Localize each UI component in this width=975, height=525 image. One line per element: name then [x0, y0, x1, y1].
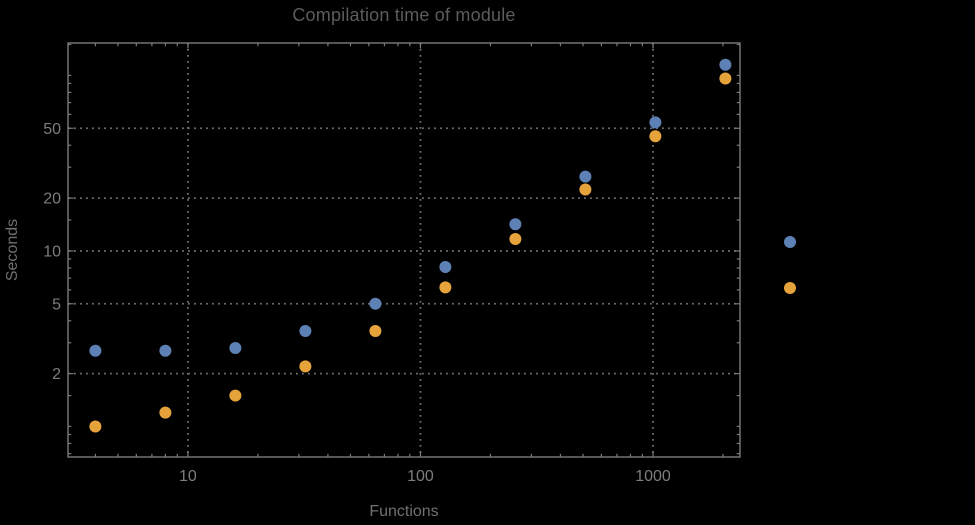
- data-point-series-1-blue: [299, 324, 312, 337]
- data-point-series-1-blue: [439, 261, 452, 274]
- y-tick-label: 10: [43, 243, 61, 260]
- data-point-series-2-orange: [719, 72, 732, 85]
- data-point-series-1-blue: [719, 58, 732, 71]
- data-point-series-2-orange: [299, 360, 312, 373]
- data-point-series-2-orange: [439, 281, 452, 294]
- y-tick-label: 20: [43, 191, 61, 208]
- data-point-series-2-orange: [579, 183, 592, 196]
- x-axis-label: Functions: [369, 503, 439, 520]
- chart-title: Compilation time of module: [292, 5, 516, 25]
- legend-marker: [784, 282, 796, 294]
- y-tick-label: 50: [43, 121, 61, 138]
- x-tick-label: 10: [179, 468, 197, 485]
- data-point-series-2-orange: [229, 389, 242, 402]
- data-point-series-1-blue: [89, 344, 102, 357]
- data-point-series-1-blue: [579, 170, 592, 183]
- data-point-series-1-blue: [229, 341, 242, 354]
- data-point-series-2-orange: [649, 130, 662, 143]
- plot-frame-border: [67, 42, 741, 458]
- data-point-series-1-blue: [509, 218, 522, 231]
- data-point-series-2-orange: [509, 232, 522, 245]
- data-point-series-1-blue: [649, 116, 662, 129]
- y-axis-label: Seconds: [4, 218, 21, 282]
- x-tick-label: 1000: [635, 468, 671, 485]
- data-point-series-1-blue: [159, 344, 172, 357]
- data-point-series-2-orange: [89, 420, 102, 433]
- data-point-series-2-orange: [159, 406, 172, 419]
- y-tick-label: 5: [52, 296, 61, 313]
- data-point-series-1-blue: [369, 297, 382, 310]
- x-tick-label: 100: [407, 468, 434, 485]
- data-point-series-2-orange: [369, 324, 382, 337]
- y-tick-label: 2: [52, 366, 61, 383]
- legend-marker: [784, 236, 796, 248]
